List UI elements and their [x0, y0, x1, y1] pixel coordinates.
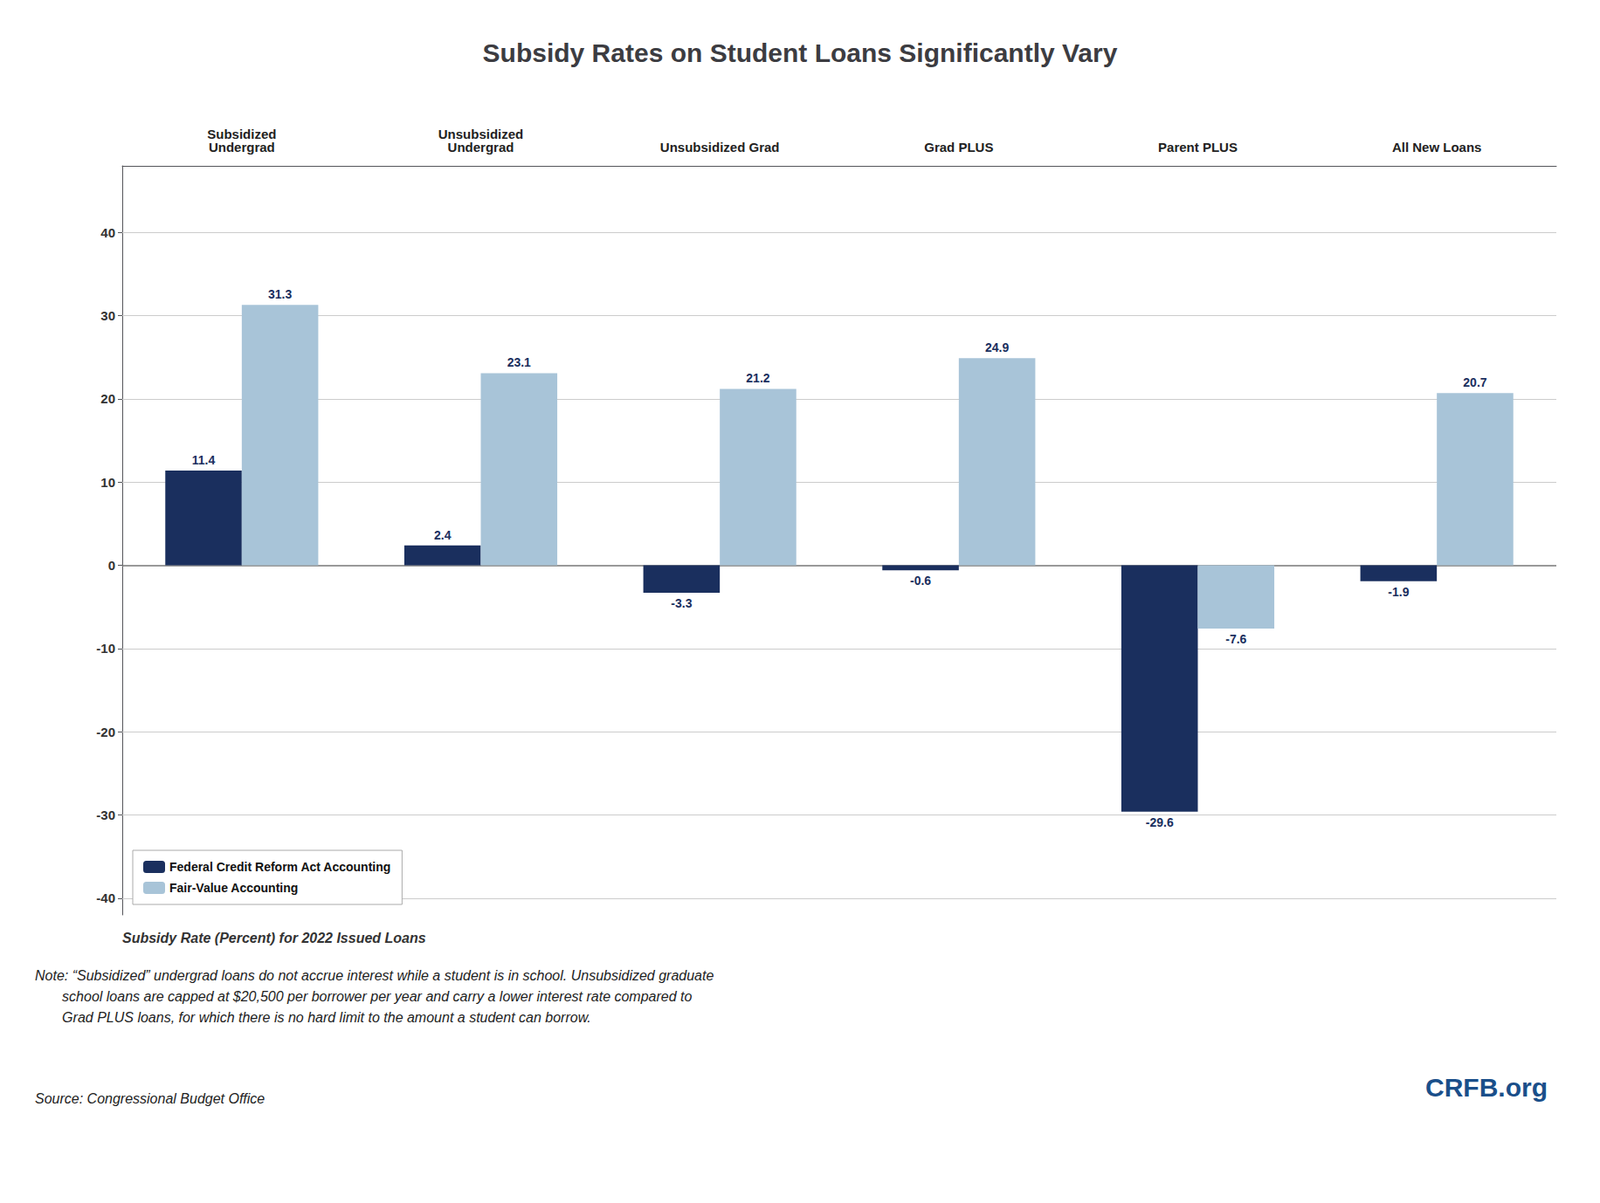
svg-text:Parent PLUS: Parent PLUS: [1158, 139, 1238, 155]
svg-text:Note: “Subsidized” undergrad l: Note: “Subsidized” undergrad loans do no…: [34, 968, 714, 984]
svg-text:30: 30: [100, 308, 116, 324]
svg-text:2.4: 2.4: [434, 528, 452, 543]
svg-text:-10: -10: [96, 641, 116, 656]
svg-text:Fair-Value Accounting: Fair-Value Accounting: [169, 881, 298, 896]
svg-text:24.9: 24.9: [985, 340, 1009, 355]
svg-text:Undergrad: Undergrad: [448, 139, 515, 155]
svg-text:Unsubsidized Grad: Unsubsidized Grad: [660, 139, 780, 155]
svg-text:40: 40: [100, 225, 116, 241]
svg-text:Subsidy Rates on Student Loans: Subsidy Rates on Student Loans Significa…: [482, 38, 1118, 68]
svg-text:21.2: 21.2: [745, 371, 770, 386]
svg-text:school loans are capped at $20: school loans are capped at $20,500 per b…: [34, 989, 693, 1005]
svg-text:-29.6: -29.6: [1145, 815, 1174, 830]
svg-text:-40: -40: [96, 890, 116, 906]
svg-text:Undergrad: Undergrad: [208, 139, 276, 155]
svg-text:CRFB.org: CRFB.org: [1425, 1073, 1548, 1103]
svg-text:Grad PLUS loans, for which the: Grad PLUS loans, for which there is no h…: [34, 1010, 592, 1026]
svg-text:-3.3: -3.3: [670, 596, 692, 611]
svg-text:20.7: 20.7: [1462, 375, 1487, 390]
svg-text:-7.6: -7.6: [1225, 632, 1247, 647]
svg-text:20: 20: [100, 391, 116, 407]
svg-text:-1.9: -1.9: [1387, 585, 1409, 600]
svg-text:-20: -20: [96, 724, 116, 740]
svg-text:Grad PLUS: Grad PLUS: [924, 139, 994, 155]
svg-text:31.3: 31.3: [268, 287, 292, 302]
svg-text:10: 10: [100, 475, 116, 490]
svg-text:-30: -30: [96, 807, 116, 823]
svg-text:Source: Congressional Budget O: Source: Congressional Budget Office: [34, 1091, 265, 1107]
svg-text:Subsidy Rate (Percent) for 202: Subsidy Rate (Percent) for 2022 Issued L…: [122, 931, 427, 946]
svg-text:-0.6: -0.6: [910, 573, 932, 588]
svg-text:11.4: 11.4: [192, 453, 216, 468]
svg-text:0: 0: [108, 558, 116, 573]
svg-text:Unsubsidized: Unsubsidized: [438, 126, 524, 142]
svg-text:All New Loans: All New Loans: [1392, 139, 1483, 155]
svg-text:Subsidized: Subsidized: [207, 126, 277, 142]
svg-text:23.1: 23.1: [507, 355, 532, 370]
svg-text:Federal Credit Reform Act Acco: Federal Credit Reform Act Accounting: [169, 860, 391, 875]
